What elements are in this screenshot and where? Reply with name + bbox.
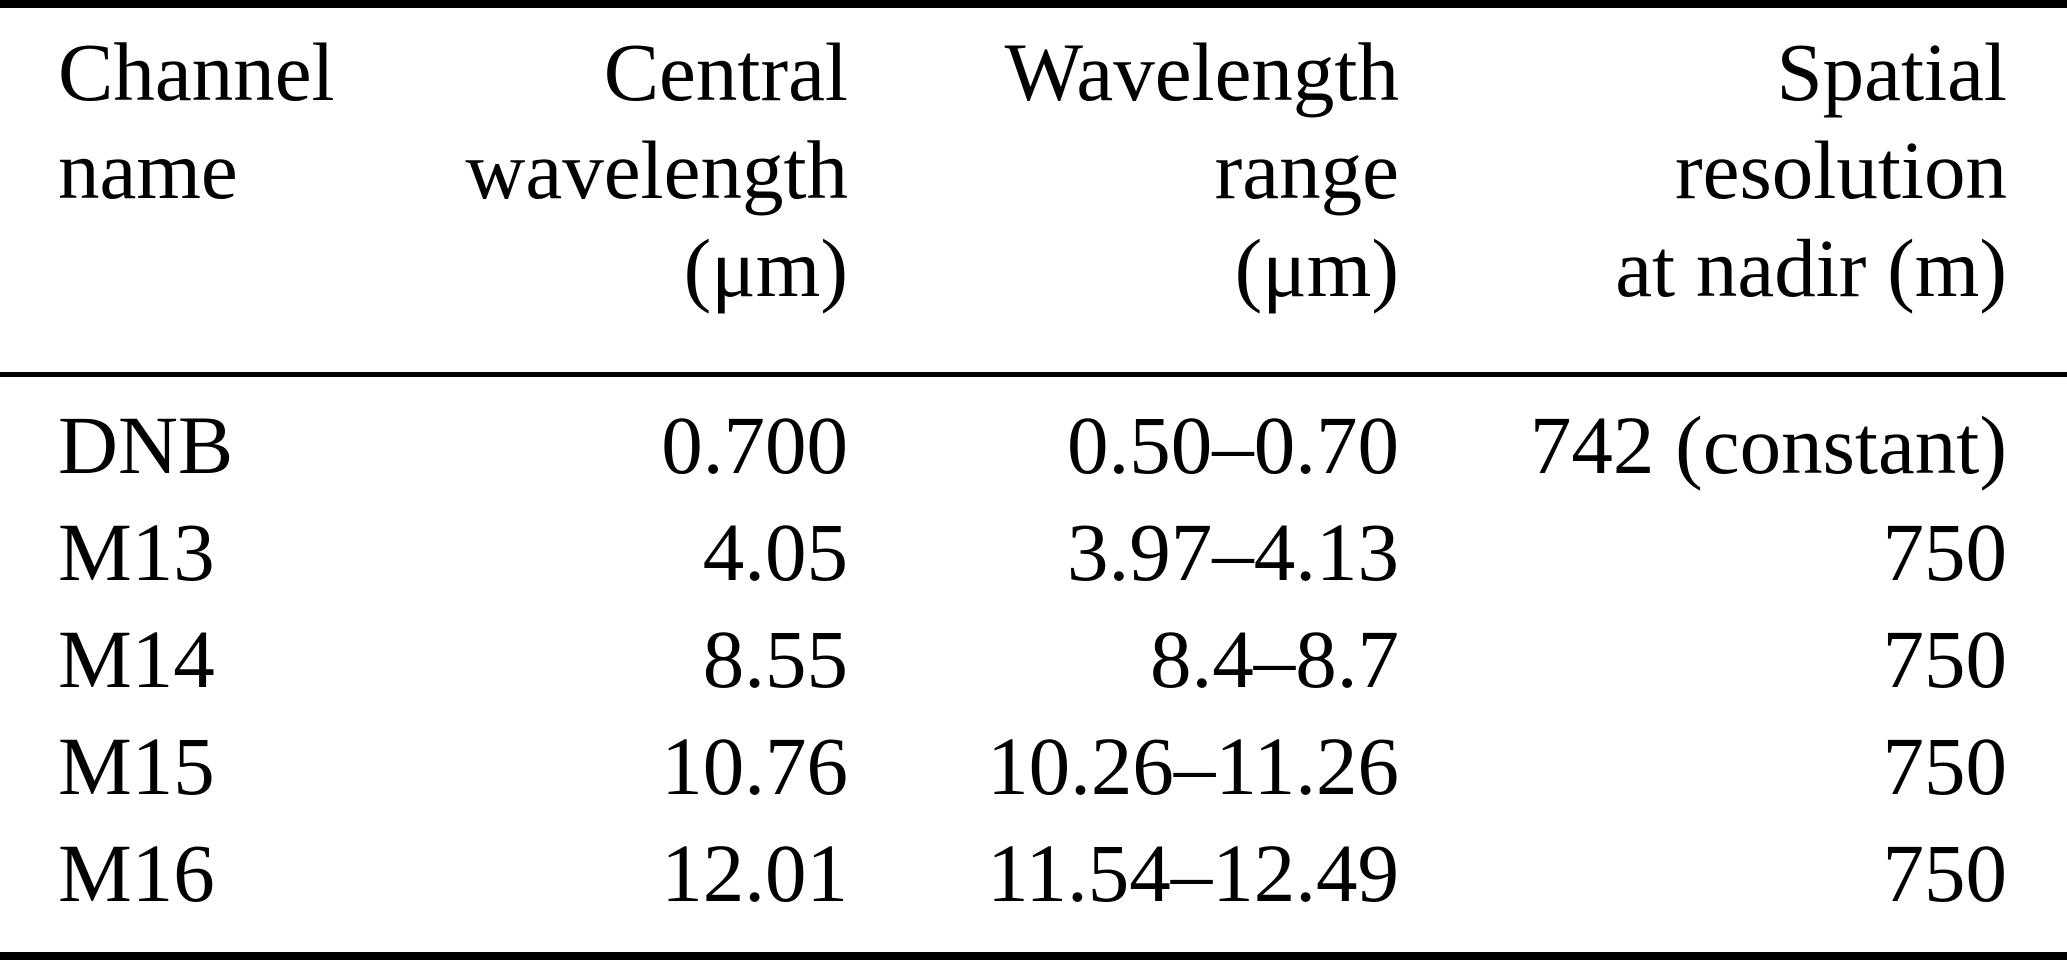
table-header-rule [0, 372, 2067, 377]
cell-channel-name: M15 [58, 720, 215, 812]
cell-wavelength-range: 10.26–11.26 [987, 720, 1399, 812]
cell-spatial-resolution: 750 [1882, 506, 2008, 598]
cell-wavelength-range: 3.97–4.13 [1067, 506, 1399, 598]
table-bottom-rule [0, 952, 2067, 960]
cell-channel-name: M14 [58, 613, 215, 705]
cell-central-wavelength: 10.76 [661, 720, 848, 812]
cell-spatial-resolution: 750 [1882, 720, 2008, 812]
cell-spatial-resolution: 750 [1882, 613, 2008, 705]
cell-wavelength-range: 11.54–12.49 [987, 827, 1399, 919]
cell-wavelength-range: 0.50–0.70 [1067, 399, 1399, 491]
table-header: Channel name Central wavelength (μm) Wav… [0, 23, 2067, 317]
cell-central-wavelength: 8.55 [702, 613, 848, 705]
cell-channel-name: M13 [58, 506, 215, 598]
cell-channel-name: M16 [58, 827, 215, 919]
cell-spatial-resolution: 742 (constant) [1529, 399, 2007, 491]
cell-wavelength-range: 8.4–8.7 [1150, 613, 1399, 705]
column-header-central-wavelength: Central wavelength (μm) [465, 26, 848, 314]
table-top-rule [0, 0, 2067, 8]
cell-central-wavelength: 0.700 [661, 399, 848, 491]
column-header-wavelength-range: Wavelength range (μm) [1004, 26, 1399, 314]
cell-central-wavelength: 12.01 [661, 827, 848, 919]
table-body: DNB 0.700 0.50–0.70 742 (constant) M13 4… [0, 392, 2067, 927]
column-header-spatial-resolution: Spatial resolution at nadir (m) [1615, 26, 2007, 314]
cell-channel-name: DNB [58, 399, 234, 491]
cell-central-wavelength: 4.05 [702, 506, 848, 598]
cell-spatial-resolution: 750 [1882, 827, 2008, 919]
column-header-channel-name: Channel name [58, 26, 335, 216]
